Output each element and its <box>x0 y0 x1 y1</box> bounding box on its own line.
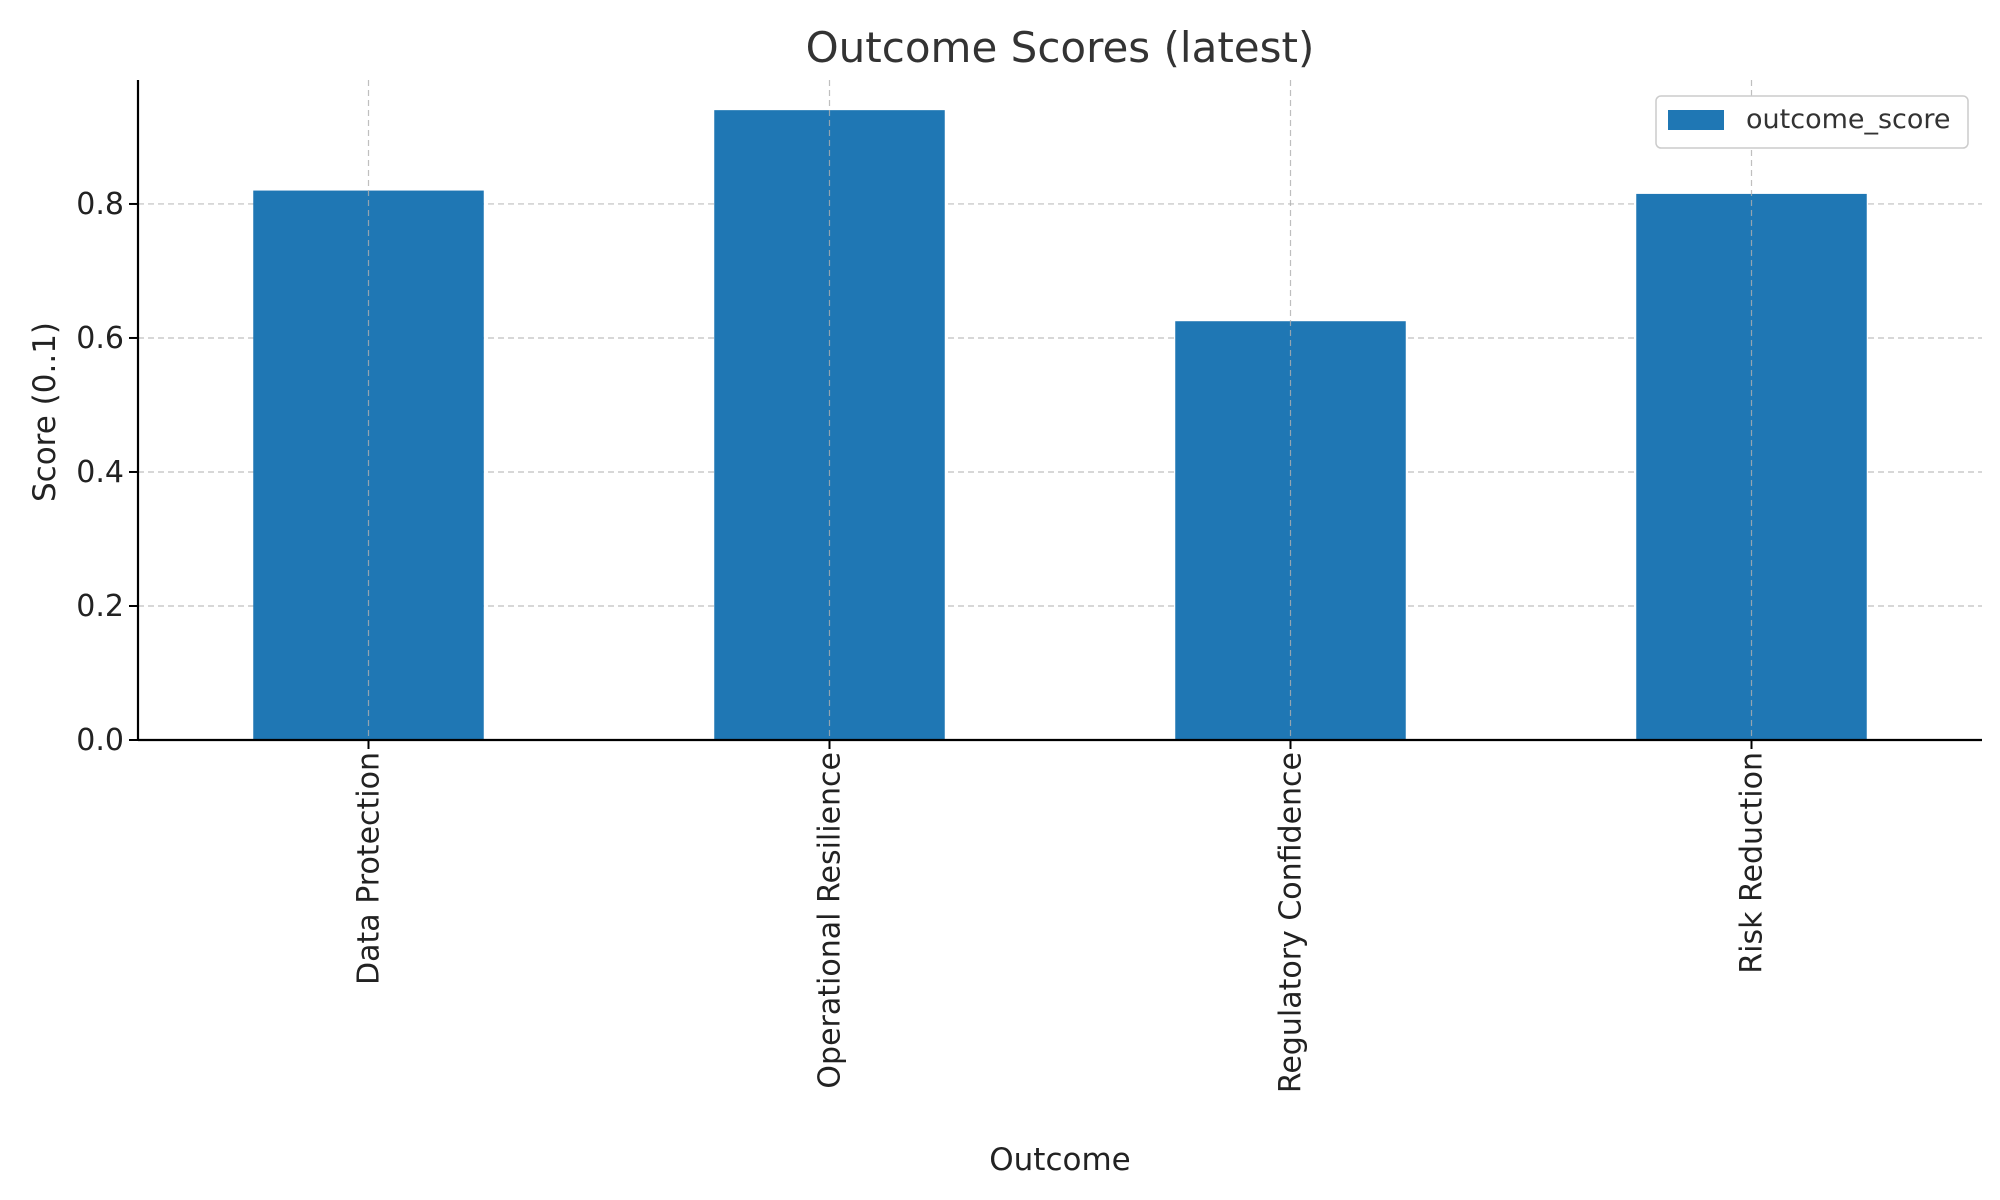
x-tick-label: Regulatory Confidence <box>1274 752 1309 1093</box>
y-tick-label: 0.8 <box>76 187 124 222</box>
legend-swatch <box>1668 110 1724 130</box>
y-tick-label: 0.0 <box>76 723 124 758</box>
y-axis-title: Score (0..1) <box>27 322 63 502</box>
legend-label-outcome-score: outcome_score <box>1746 104 1951 135</box>
grid-lines <box>138 203 1982 607</box>
legend-box <box>1655 95 1969 149</box>
tick-labels: 0.0 0.2 0.4 0.6 0.8 Data Protection Operationa… <box>76 187 1769 1093</box>
legend: outcome_score <box>1655 95 1969 149</box>
bars <box>253 80 1867 741</box>
axes <box>129 80 1982 749</box>
y-tick-label: 0.2 <box>76 589 124 624</box>
x-tick-label: Risk Reduction <box>1735 752 1770 974</box>
y-tick-label: 0.4 <box>76 455 124 490</box>
x-tick-label: Data Protection <box>352 752 387 985</box>
x-axis-title: Outcome <box>989 1142 1130 1178</box>
y-tick-label: 0.6 <box>76 321 124 356</box>
chart-title: Outcome Scores (latest) <box>806 23 1315 72</box>
x-tick-label: Operational Resilience <box>813 752 848 1089</box>
